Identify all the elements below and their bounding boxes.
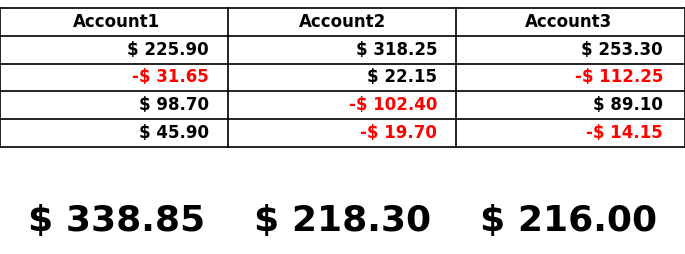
Text: $ 253.30: $ 253.30	[582, 41, 663, 58]
Text: $ 22.15: $ 22.15	[367, 69, 437, 86]
Text: Account2: Account2	[299, 13, 386, 30]
Text: $ 98.70: $ 98.70	[139, 97, 209, 114]
Text: -$ 112.25: -$ 112.25	[575, 69, 663, 86]
Text: -$ 19.70: -$ 19.70	[360, 124, 437, 142]
Text: Account1: Account1	[73, 13, 160, 30]
Text: $ 89.10: $ 89.10	[593, 97, 663, 114]
Text: $ 225.90: $ 225.90	[127, 41, 209, 58]
Text: $ 216.00: $ 216.00	[480, 204, 657, 238]
Text: -$ 102.40: -$ 102.40	[349, 97, 437, 114]
Text: $ 318.25: $ 318.25	[356, 41, 437, 58]
Text: $ 338.85: $ 338.85	[28, 204, 205, 238]
Text: -$ 14.15: -$ 14.15	[586, 124, 663, 142]
Text: $ 45.90: $ 45.90	[139, 124, 209, 142]
Text: Account3: Account3	[525, 13, 612, 30]
Text: $ 218.30: $ 218.30	[254, 204, 431, 238]
Text: -$ 31.65: -$ 31.65	[132, 69, 209, 86]
